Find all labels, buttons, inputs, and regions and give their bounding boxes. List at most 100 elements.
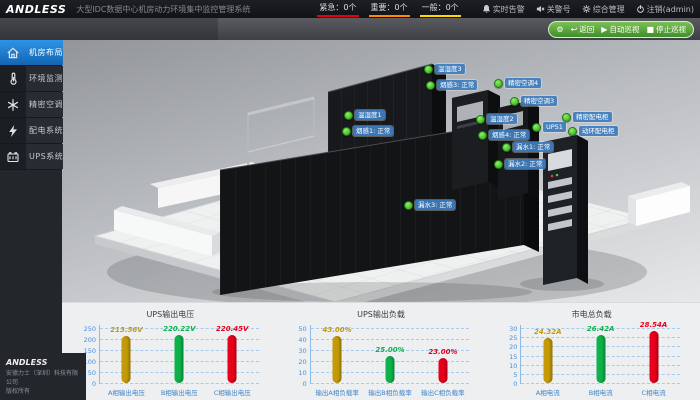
sensor-label-text: 烟感1: 正常 — [353, 126, 394, 136]
gear-icon[interactable]: ⚙ — [556, 24, 564, 34]
ac-unit-1[interactable] — [452, 90, 500, 190]
sensor-label-text: 温湿度3 — [435, 64, 465, 74]
chart-title: 市电总负载 — [571, 310, 612, 319]
sensor-label-2[interactable]: 精密空调4 — [494, 78, 542, 88]
wall-side — [212, 232, 220, 256]
toolbar-item-2[interactable]: ■ 停止巡视 — [646, 24, 686, 35]
sensor-label-7[interactable]: 烟感4: 正常 — [478, 130, 530, 140]
status-dot-icon — [342, 126, 351, 136]
sidebar-item-3[interactable]: 配电系统 — [0, 118, 63, 144]
room-3d-view[interactable]: 温湿度3 烟感3: 正常 精密空调4 精密空调3 温湿度1 烟感1: 正常 温湿度2 烟感4:… — [62, 40, 700, 302]
x-axis-label: C相电流 — [641, 389, 666, 397]
gridline — [310, 350, 470, 351]
sensor-label-0[interactable]: 温湿度3 — [424, 64, 465, 74]
y-tick-label: 30 — [509, 325, 518, 333]
menu-item-2[interactable]: 综合管理 — [582, 4, 625, 15]
y-tick-label: 10 — [298, 369, 307, 377]
gear-icon — [582, 4, 591, 14]
page-title: 大型IDC数据中心机房动力环境集中监控管理系统 — [76, 4, 251, 14]
status-dot-icon — [562, 112, 571, 122]
chart-bar — [332, 335, 342, 383]
y-tick-label: 200 — [83, 336, 96, 344]
menu-item-label: 关警号 — [546, 4, 571, 14]
gridline — [100, 383, 259, 384]
toolbar-item-1[interactable]: ▶ 自动巡视 — [601, 24, 639, 35]
sensor-label-text: 精密空调3 — [521, 96, 558, 106]
sensor-label-13[interactable]: 漏水3: 正常 — [404, 200, 456, 210]
y-tick-label: 250 — [83, 325, 96, 333]
alarm-chip-0[interactable]: 紧急：0个 — [317, 2, 359, 17]
chart-bar — [438, 357, 448, 383]
footer-company: 安德力士（深圳）科技有限公司 版权所有 — [6, 370, 79, 395]
sensor-label-text: 烟感3: 正常 — [437, 80, 478, 90]
header-menu: 实时告警 关警号 综合管理 注销(admin) — [471, 4, 694, 15]
menu-item-label: 实时告警 — [492, 4, 525, 14]
sensor-label-text: 精密空调4 — [505, 78, 542, 88]
sidebar-item-icon-1 — [0, 66, 26, 91]
y-tick-label: 25 — [509, 334, 518, 343]
bar-value-label: 23.00% — [428, 347, 458, 356]
bar-value-label: 220.22V — [163, 324, 196, 333]
status-dot-icon — [344, 110, 353, 120]
chart-bar — [174, 334, 184, 383]
sensor-label-6[interactable]: 温湿度2 — [476, 114, 517, 124]
chart-plot: 0 50 100 150 200 250 213.56V A相输出电压 220.22V B相输出电… — [84, 325, 259, 397]
sidebar-nav: 机房布局 环境监测 精密空调 配电系统 UPS系统 — [0, 40, 64, 400]
sensor-label-9[interactable]: 漏水2: 正常 — [494, 159, 546, 169]
ups-cabinet[interactable] — [543, 135, 588, 285]
view-control-toolbar: ⚙ ↩ 返回 ▶ 自动巡视 ■ 停止巡视 — [548, 21, 694, 38]
sidebar-item-0[interactable]: 机房布局 — [0, 40, 63, 66]
sidebar-item-4[interactable]: UPS系统 — [0, 144, 64, 170]
sidebar-item-label: UPS系统 — [26, 144, 64, 169]
x-axis-label: B相输出电压 — [160, 389, 198, 397]
chart-title: UPS输出电压 — [146, 310, 195, 319]
charts-strip: UPS输出电压 0 50 100 150 200 250 213.56V A相输出电压 220.2… — [62, 302, 700, 400]
sensor-label-11[interactable]: 精密配电柜 — [562, 112, 612, 122]
wall3-side — [628, 196, 636, 226]
x-axis-label: C相输出电压 — [213, 389, 251, 397]
wall3-top — [628, 182, 690, 200]
menu-item-0[interactable]: 实时告警 — [482, 4, 525, 15]
sensor-label-5[interactable]: 烟感1: 正常 — [342, 126, 394, 136]
bar-value-label: 43.00% — [322, 325, 352, 334]
sensor-label-8[interactable]: 漏水1: 正常 — [502, 142, 554, 152]
y-tick-label: 15 — [509, 352, 518, 361]
wall-front — [114, 210, 212, 256]
bar-value-label: 26.42A — [586, 324, 615, 333]
menu-item-1[interactable]: 关警号 — [536, 4, 571, 15]
y-axis — [520, 325, 522, 384]
toolbar-item-label: 自动巡视 — [609, 25, 640, 34]
sidebar-item-1[interactable]: 环境监测 — [0, 66, 63, 92]
status-dot-icon — [404, 200, 413, 210]
sensor-label-text: 动环配电柜 — [579, 126, 618, 136]
wall-top — [114, 206, 220, 236]
gridline — [521, 383, 681, 384]
sidebar-item-icon-3 — [0, 118, 26, 143]
sensor-label-12[interactable]: 动环配电柜 — [568, 126, 618, 136]
sensor-label-text: 温湿度1 — [355, 110, 385, 120]
sidebar-item-2[interactable]: 精密空调 — [0, 92, 63, 118]
sensor-label-4[interactable]: 温湿度1 — [344, 110, 385, 120]
toolbar-item-0[interactable]: ↩ 返回 — [571, 24, 595, 35]
toolbar-item-icon: ■ — [646, 24, 654, 34]
y-tick-label: 50 — [87, 369, 96, 377]
sidebar-item-label: 环境监测 — [26, 66, 63, 91]
chart-bar — [121, 336, 131, 383]
x-axis-label: A相电流 — [535, 389, 560, 397]
bar-value-label: 213.56V — [110, 326, 143, 335]
secondary-toolbar: ⚙ ↩ 返回 ▶ 自动巡视 ■ 停止巡视 — [0, 18, 700, 40]
y-tick-label: 30 — [298, 347, 307, 355]
status-dot-icon — [532, 122, 541, 132]
menu-item-label: 综合管理 — [592, 4, 625, 14]
alarm-summary: 紧急：0个 重要：0个 一般：0个 — [317, 2, 461, 17]
status-dot-icon — [494, 159, 503, 169]
status-dot-icon — [502, 142, 511, 152]
sensor-label-3[interactable]: 精密空调3 — [510, 96, 558, 106]
sidebar-items: 机房布局 环境监测 精密空调 配电系统 UPS系统 — [0, 40, 64, 170]
sensor-label-1[interactable]: 烟感3: 正常 — [426, 80, 478, 90]
alarm-chip-1[interactable]: 重要：0个 — [368, 2, 410, 17]
menu-item-3[interactable]: 注销(admin) — [636, 4, 694, 15]
alarm-chip-2[interactable]: 一般：0个 — [419, 2, 461, 17]
sensor-label-10[interactable]: UPS1 — [532, 122, 566, 132]
status-dot-icon — [476, 114, 485, 124]
